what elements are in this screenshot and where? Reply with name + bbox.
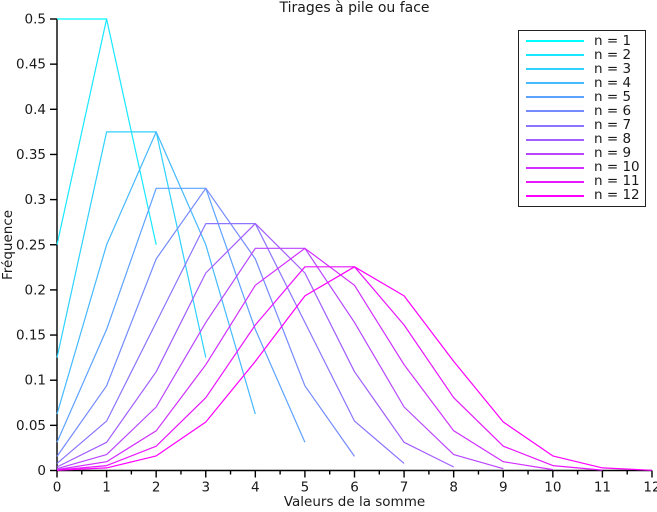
legend-item: n = 12: [519, 189, 645, 202]
y-tick-label: 0.45: [16, 57, 46, 73]
legend-item-label: n = 4: [594, 74, 632, 91]
y-tick-label: 0: [37, 463, 46, 479]
series-line-6: [56, 187, 355, 457]
legend-item: n = 6: [519, 102, 645, 119]
legend-swatch-line: [526, 180, 584, 183]
x-tick-label: 3: [201, 480, 210, 496]
x-axis-label: Valeurs de la somme: [283, 494, 426, 510]
legend-item-label: n = 3: [594, 60, 632, 77]
legend-swatch-line: [526, 166, 584, 169]
y-tick-label: 0.15: [16, 328, 46, 344]
legend-item-label: n = 10: [594, 159, 640, 176]
y-tick-label: 0.4: [25, 102, 46, 118]
series-line-11: [56, 266, 603, 471]
legend-item: n = 9: [519, 145, 645, 162]
x-tick-label: 6: [350, 480, 359, 496]
legend-item-label: n = 11: [594, 173, 640, 190]
legend-item: n = 3: [519, 60, 645, 77]
legend-swatch-line: [526, 194, 584, 197]
legend-item-label: n = 8: [594, 131, 632, 148]
legend-item-label: n = 1: [594, 32, 632, 49]
legend-swatch-line: [526, 124, 584, 127]
x-tick-label: 10: [544, 480, 561, 496]
y-tick-label: 0.35: [16, 147, 46, 163]
x-tick-label: 2: [152, 480, 161, 496]
x-tick-label: 4: [251, 480, 260, 496]
x-tick-label: 1: [102, 480, 111, 496]
chart-title: Tirages à pile ou face: [279, 0, 430, 16]
y-tick-label: 0.05: [16, 418, 46, 434]
x-tick-label: 0: [53, 480, 62, 496]
legend-item: n = 4: [519, 74, 645, 91]
series-line-5: [56, 187, 306, 443]
y-tick-label: 0.1: [25, 373, 46, 389]
y-tick-label: 0.2: [25, 282, 46, 298]
series-line-10: [56, 247, 553, 471]
series-line-7: [56, 223, 405, 464]
legend-item: n = 1: [519, 32, 645, 49]
legend-swatch-line: [526, 138, 584, 141]
legend-item-label: n = 9: [594, 145, 632, 162]
legend-item-label: n = 7: [594, 117, 632, 133]
series-line-4: [56, 131, 256, 415]
legend-item-label: n = 12: [594, 187, 640, 204]
legend-item-label: n = 5: [594, 88, 632, 105]
series-line-3: [56, 131, 207, 358]
legend-item: n = 7: [519, 117, 645, 133]
legend-swatch-line: [526, 40, 584, 43]
x-tick-label: 8: [449, 480, 458, 496]
legend-item-label: n = 6: [594, 102, 632, 119]
legend-swatch-line: [526, 82, 584, 85]
x-tick-label: 9: [499, 480, 508, 496]
series-line-9: [56, 247, 504, 470]
x-tick-label: 7: [400, 480, 409, 496]
legend-item: n = 5: [519, 88, 645, 105]
legend-item: n = 11: [519, 175, 645, 188]
series-line-8: [56, 223, 454, 468]
legend-item-label: n = 2: [594, 46, 632, 63]
legend-item: n = 10: [519, 159, 645, 176]
legend-swatch-line: [526, 68, 584, 71]
legend-swatch-line: [526, 54, 584, 57]
series-line-12: [56, 266, 653, 471]
x-tick-label: 11: [594, 480, 611, 496]
y-tick-label: 0.3: [25, 192, 46, 208]
y-tick-label: 0.5: [25, 12, 46, 28]
x-tick-label: 5: [301, 480, 310, 496]
legend-swatch-line: [526, 96, 584, 99]
legend-item: n = 8: [519, 131, 645, 148]
x-tick-label: 12: [643, 480, 657, 496]
y-tick-label: 0.25: [16, 237, 46, 253]
legend-item: n = 2: [519, 46, 645, 63]
legend-swatch-line: [526, 152, 584, 155]
legend-swatch-line: [526, 110, 584, 113]
